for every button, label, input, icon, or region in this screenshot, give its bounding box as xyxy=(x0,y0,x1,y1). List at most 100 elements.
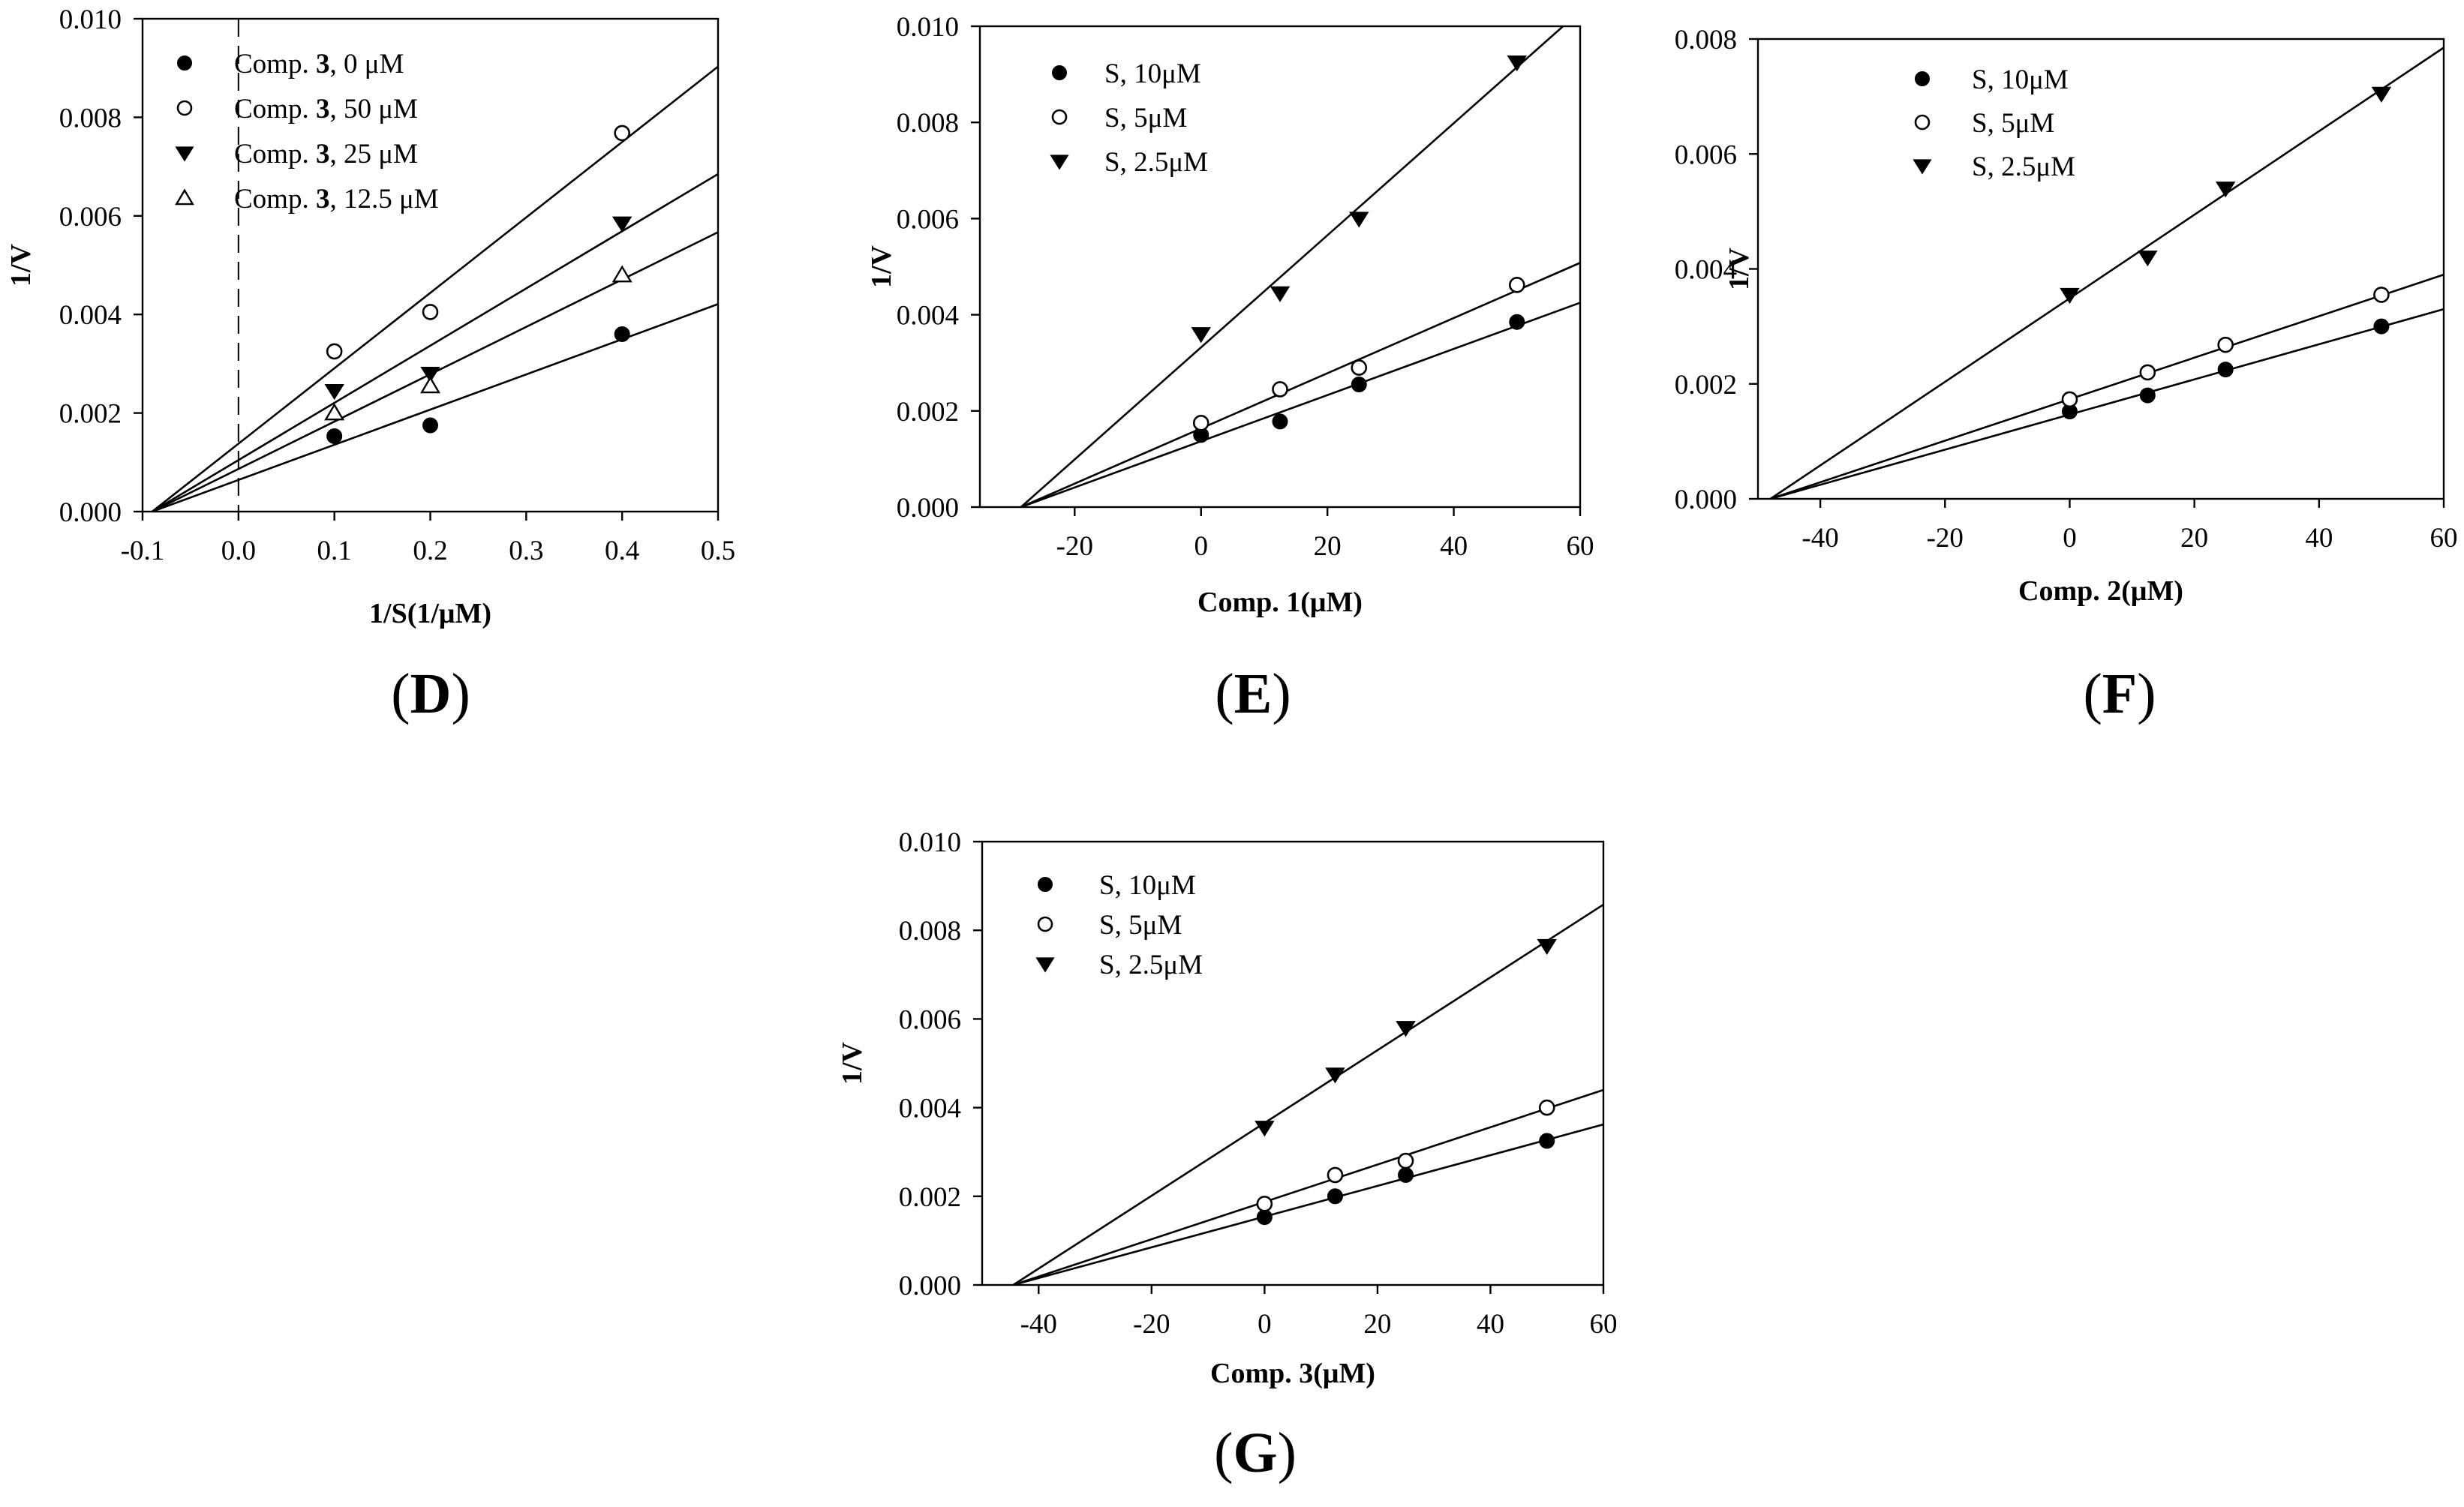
data-point-series-1 xyxy=(1256,1209,1273,1226)
legend-marker xyxy=(176,100,193,116)
legend-marker xyxy=(1915,71,1930,86)
panel-label-close-paren: ) xyxy=(451,662,470,725)
y-tick-label: 0.006 xyxy=(1675,140,1737,170)
x-tick-label: 0.4 xyxy=(605,536,639,566)
x-tick-label: -40 xyxy=(1020,1309,1057,1340)
data-point-series-1 xyxy=(2373,318,2390,335)
x-tick-label: 40 xyxy=(1440,531,1468,562)
legend-label-prefix: Comp. xyxy=(234,139,316,170)
data-point-series-3 xyxy=(324,383,344,401)
data-point-series-1 xyxy=(326,428,343,444)
legend-marker xyxy=(175,188,194,206)
x-axis-title: Comp. 3(μM) xyxy=(1210,1358,1375,1389)
legend-marker xyxy=(1913,159,1932,175)
panel-label-close-paren: ) xyxy=(2137,662,2156,725)
y-tick-label: 0.008 xyxy=(897,108,959,139)
y-tick-label: 0.006 xyxy=(899,1004,961,1035)
data-point-series-2 xyxy=(1508,277,1525,293)
data-point-series-2 xyxy=(2061,391,2078,408)
x-tick-label: -0.1 xyxy=(121,536,165,566)
fit-line-series-1 xyxy=(1013,1123,1604,1286)
legend-label-suffix: , 50 μM xyxy=(329,94,418,125)
data-point-series-3 xyxy=(1349,212,1369,228)
legend-label-prefix: Comp. xyxy=(234,49,316,80)
plot-frame xyxy=(981,840,1605,1286)
data-point-series-1 xyxy=(1398,1166,1414,1183)
data-point-series-2 xyxy=(1538,1099,1555,1116)
y-tick-label: 0.004 xyxy=(59,300,122,331)
x-tick-label: 0 xyxy=(1258,1309,1272,1340)
panel-e: -20 0 20 40 60 0.000 0.002 0.004 0.006 0.008 0.010… xyxy=(866,12,1594,725)
data-point-series-2 xyxy=(2139,364,2156,381)
legend-label: S, 10μM xyxy=(1099,870,1196,901)
y-tick-label: 0.006 xyxy=(897,204,959,235)
y-tick-label: 0.008 xyxy=(59,103,122,134)
x-tick-label: 20 xyxy=(1363,1309,1391,1340)
legend: S, 10μM S, 5μM S, 2.5μM xyxy=(1035,870,1203,980)
legend-label-suffix: , 0 μM xyxy=(329,49,404,80)
data-point-series-3 xyxy=(1191,327,1211,344)
data-point-series-3 xyxy=(1270,286,1291,302)
data-point-series-3 xyxy=(2371,86,2392,103)
y-tick-label: 0.010 xyxy=(899,827,961,858)
data-point-series-2 xyxy=(422,304,439,320)
x-tick-label: 0.2 xyxy=(413,536,447,566)
data-point-series-2 xyxy=(1272,381,1288,398)
data-point-series-3 xyxy=(1396,1021,1416,1037)
y-axis-title: 1/V xyxy=(866,245,897,288)
fit-line-series-3 xyxy=(1769,47,2444,500)
x-tick-label: -40 xyxy=(1801,523,1838,554)
legend-label: S, 2.5μM xyxy=(1099,950,1203,980)
data-point-series-3 xyxy=(1325,1067,1345,1084)
legend: S, 10μM S, 5μM S, 2.5μM xyxy=(1050,59,1208,178)
y-tick-label: 0.004 xyxy=(897,301,959,332)
data-point-series-3 xyxy=(611,216,633,233)
data-point-series-2 xyxy=(614,125,630,142)
x-tick-label: -20 xyxy=(1927,523,1964,554)
legend-marker xyxy=(1052,65,1067,80)
y-tick-label: 0.004 xyxy=(1675,255,1737,286)
data-point-series-1 xyxy=(614,326,630,342)
x-tick-label: 0 xyxy=(2063,523,2077,554)
panel-label: (D) xyxy=(391,662,470,725)
y-axis-title: 1/V xyxy=(1723,247,1755,290)
data-point-series-2 xyxy=(1327,1166,1344,1184)
x-tick-label: 60 xyxy=(1590,1309,1618,1340)
data-point-series-3 xyxy=(420,366,440,383)
legend-label: S, 5μM xyxy=(1104,103,1187,134)
x-tick-label: 0 xyxy=(1194,531,1208,562)
x-tick-label: 40 xyxy=(2305,523,2333,554)
data-point-series-1 xyxy=(1351,377,1367,393)
legend: S, 10μM S, 5μM S, 2.5μM xyxy=(1913,65,2075,182)
panel-label-close-paren: ) xyxy=(1278,1421,1297,1484)
x-tick-label: 0.3 xyxy=(509,536,543,566)
legend-label: Comp. 3, 12.5 μM xyxy=(234,184,439,215)
data-point-series-2 xyxy=(2373,287,2390,303)
legend-marker xyxy=(1037,916,1053,932)
legend-marker xyxy=(1050,155,1069,170)
x-tick-label: -20 xyxy=(1056,531,1093,562)
panel-label: (E) xyxy=(1215,662,1291,725)
panel-label-letter: F xyxy=(2102,662,2137,725)
y-tick-label: 0.002 xyxy=(897,397,959,428)
panel-label: (G) xyxy=(1214,1421,1297,1484)
data-point-series-2 xyxy=(326,343,343,360)
panel-label-close-paren: ) xyxy=(1272,662,1291,725)
data-point-series-3 xyxy=(1255,1121,1275,1137)
legend-marker xyxy=(1914,114,1931,131)
legend-label: S, 5μM xyxy=(1972,108,2054,139)
y-axis-title: 1/V xyxy=(5,243,37,287)
y-tick-label: 0.000 xyxy=(59,497,122,528)
x-tick-label: 20 xyxy=(2180,523,2208,554)
x-tick-label: 60 xyxy=(2430,523,2458,554)
y-tick-label: 0.010 xyxy=(897,12,959,43)
y-tick-label: 0.010 xyxy=(59,5,122,35)
x-axis-title: Comp. 2(μM) xyxy=(2018,575,2183,607)
panel-label-open-paren: ( xyxy=(391,662,410,725)
data-point-series-2 xyxy=(1192,415,1209,431)
panel-g: -40 -20 0 20 40 60 0.000 0.002 0.004 0.006 0.008 0.… xyxy=(837,827,1618,1484)
data-point-series-3 xyxy=(2215,182,2236,198)
